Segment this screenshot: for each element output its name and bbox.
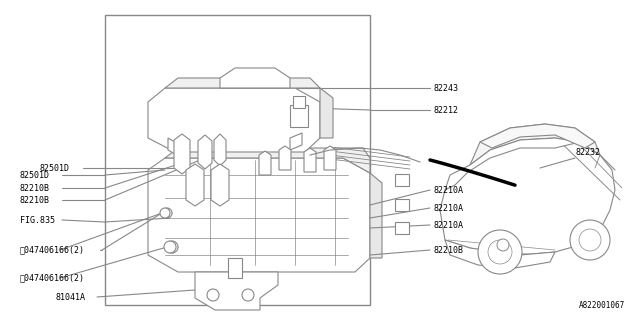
- Circle shape: [160, 208, 170, 218]
- Text: Ⓢ047406166(2): Ⓢ047406166(2): [20, 274, 85, 283]
- Circle shape: [579, 229, 601, 251]
- Bar: [105, 15, 370, 305]
- Text: 82210A: 82210A: [433, 220, 463, 229]
- Bar: [395, 174, 409, 186]
- Polygon shape: [165, 78, 320, 88]
- Polygon shape: [290, 133, 302, 150]
- Bar: [293, 96, 305, 108]
- Bar: [395, 222, 409, 234]
- Polygon shape: [174, 134, 190, 174]
- Text: 82501D: 82501D: [40, 164, 70, 172]
- Text: 82212: 82212: [433, 106, 458, 115]
- Bar: [395, 199, 409, 211]
- Polygon shape: [148, 158, 370, 272]
- Polygon shape: [214, 134, 226, 166]
- Text: 82232: 82232: [575, 148, 600, 156]
- Polygon shape: [440, 138, 615, 255]
- Circle shape: [166, 241, 178, 253]
- Text: FIG.835: FIG.835: [20, 215, 55, 225]
- Polygon shape: [186, 164, 204, 206]
- Text: 82210A: 82210A: [433, 186, 463, 195]
- Polygon shape: [304, 148, 316, 172]
- Circle shape: [497, 239, 509, 251]
- Polygon shape: [279, 146, 291, 170]
- Circle shape: [488, 240, 512, 264]
- Text: A822001067: A822001067: [579, 301, 625, 310]
- Polygon shape: [470, 124, 600, 165]
- Circle shape: [162, 208, 172, 218]
- Polygon shape: [370, 173, 382, 258]
- Polygon shape: [211, 164, 229, 206]
- Text: 81041A: 81041A: [55, 292, 85, 301]
- Polygon shape: [259, 151, 271, 175]
- Polygon shape: [195, 272, 278, 310]
- Circle shape: [242, 289, 254, 301]
- Bar: [228, 258, 242, 278]
- Text: Ⓢ047406166(2): Ⓢ047406166(2): [20, 245, 85, 254]
- Text: 82243: 82243: [433, 84, 458, 92]
- Polygon shape: [165, 148, 370, 173]
- Polygon shape: [445, 240, 555, 268]
- Circle shape: [164, 241, 176, 253]
- Polygon shape: [220, 68, 290, 88]
- Polygon shape: [168, 138, 180, 157]
- Polygon shape: [480, 124, 595, 148]
- Polygon shape: [324, 146, 336, 170]
- Circle shape: [207, 289, 219, 301]
- Text: 82210B: 82210B: [20, 183, 50, 193]
- Polygon shape: [445, 138, 580, 190]
- Text: 82210B: 82210B: [20, 196, 50, 204]
- Bar: [290, 105, 308, 127]
- Circle shape: [478, 230, 522, 274]
- Polygon shape: [198, 135, 212, 169]
- Polygon shape: [320, 88, 333, 138]
- Text: 82210B: 82210B: [433, 245, 463, 254]
- Text: 82501D: 82501D: [20, 171, 50, 180]
- Circle shape: [570, 220, 610, 260]
- Text: 82210A: 82210A: [433, 204, 463, 212]
- Polygon shape: [148, 88, 320, 152]
